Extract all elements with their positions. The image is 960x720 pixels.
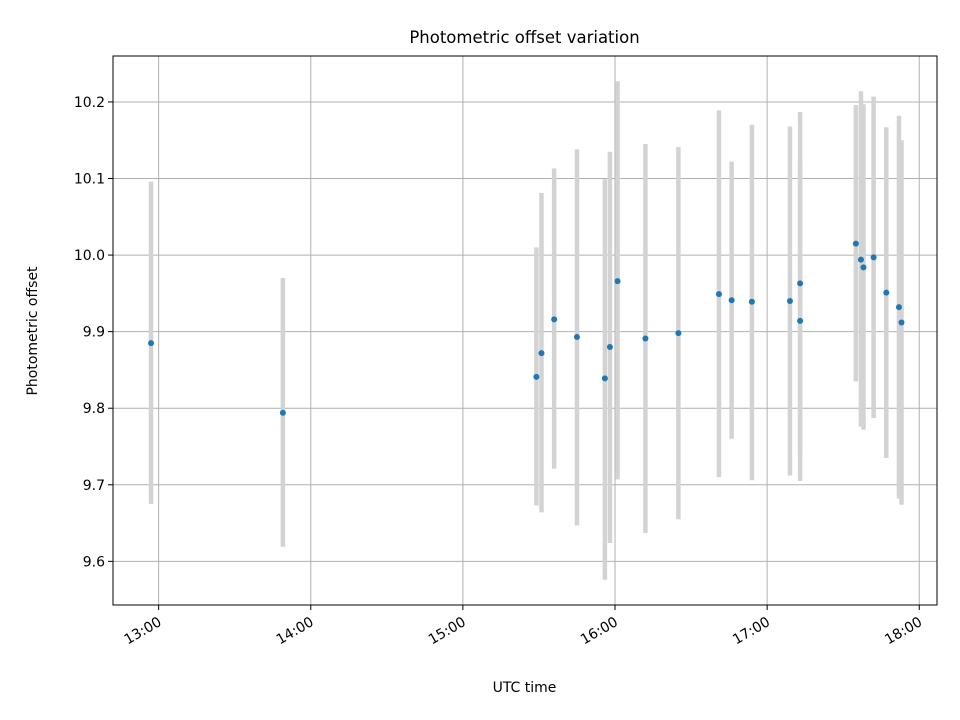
- data-point: [601, 375, 608, 382]
- data-point: [279, 409, 286, 416]
- data-point: [748, 298, 755, 305]
- data-point: [533, 373, 540, 380]
- y-axis-label: Photometric offset: [25, 266, 41, 396]
- data-point: [883, 289, 890, 296]
- y-axis-ticks: 9.6 9.7 9.8 9.9 10.0 10.1 10.2: [74, 95, 113, 570]
- data-point: [860, 264, 867, 271]
- plot-area: [112, 55, 938, 606]
- data-points: [148, 240, 905, 416]
- data-point: [606, 343, 613, 350]
- data-point: [786, 298, 793, 305]
- data-point: [797, 317, 804, 324]
- y-tick-label: 10.1: [74, 172, 105, 188]
- data-point: [895, 304, 902, 311]
- chart-title: Photometric offset variation: [409, 28, 639, 47]
- data-point: [642, 335, 649, 342]
- data-point: [797, 280, 804, 287]
- y-tick-label: 9.6: [83, 554, 105, 570]
- data-point: [675, 330, 682, 337]
- data-point: [573, 334, 580, 341]
- data-point: [614, 278, 621, 285]
- y-tick-label: 9.8: [83, 401, 105, 417]
- data-point: [148, 340, 155, 347]
- data-point: [857, 256, 864, 263]
- data-point: [551, 316, 558, 323]
- y-tick-label: 10.0: [74, 248, 105, 264]
- data-point: [852, 240, 859, 247]
- y-tick-label: 9.9: [83, 325, 105, 341]
- data-point: [715, 291, 722, 298]
- x-axis-label: UTC time: [493, 680, 557, 696]
- data-point: [870, 254, 877, 261]
- data-point: [728, 297, 735, 304]
- axes-frame: [112, 55, 938, 606]
- data-point: [898, 319, 905, 326]
- data-point: [538, 350, 545, 357]
- y-tick-label: 10.2: [74, 95, 105, 111]
- y-tick-label: 9.7: [83, 478, 105, 494]
